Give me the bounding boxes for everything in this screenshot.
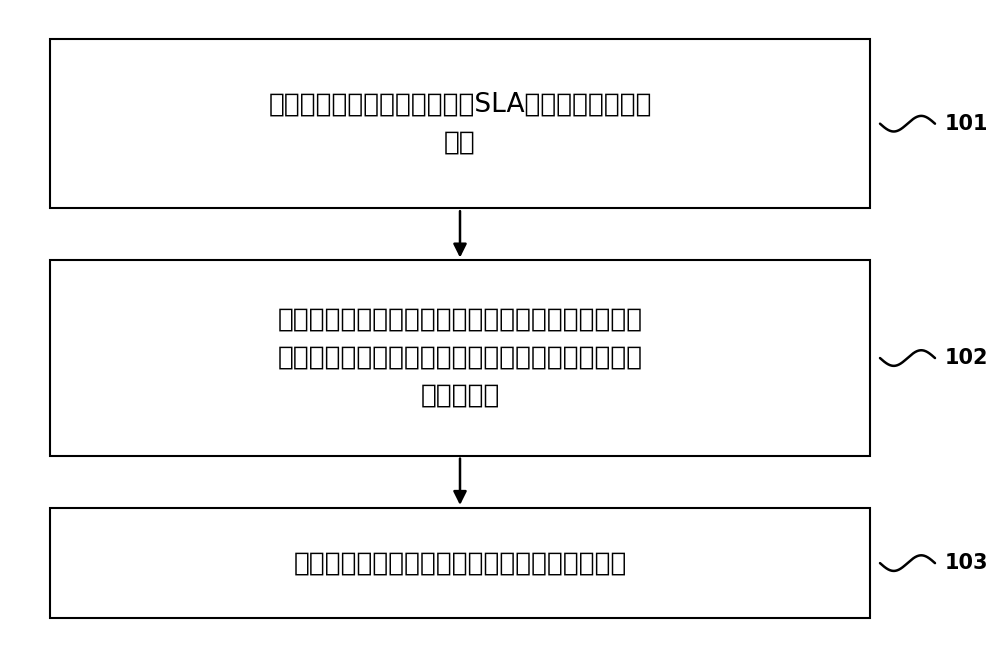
Text: 102: 102 <box>945 348 989 368</box>
Text: 103: 103 <box>945 553 989 573</box>
FancyBboxPatch shape <box>50 260 870 456</box>
Text: 101: 101 <box>945 114 989 133</box>
Text: 基于所述目标调度队列，转发所述目标应用报文: 基于所述目标调度队列，转发所述目标应用报文 <box>293 550 627 576</box>
Text: 基于所述目标调度器的优先级顺序，依次通过所述目
标调度器下的目标调度引擎，获取目标应用报文的目
标调度队列: 基于所述目标调度器的优先级顺序，依次通过所述目 标调度器下的目标调度引擎，获取目… <box>277 307 643 409</box>
FancyBboxPatch shape <box>50 39 870 208</box>
Text: 基于接收目标接口发送的目标SLA请求，确定目标调
度器: 基于接收目标接口发送的目标SLA请求，确定目标调 度器 <box>268 92 652 156</box>
FancyBboxPatch shape <box>50 508 870 618</box>
